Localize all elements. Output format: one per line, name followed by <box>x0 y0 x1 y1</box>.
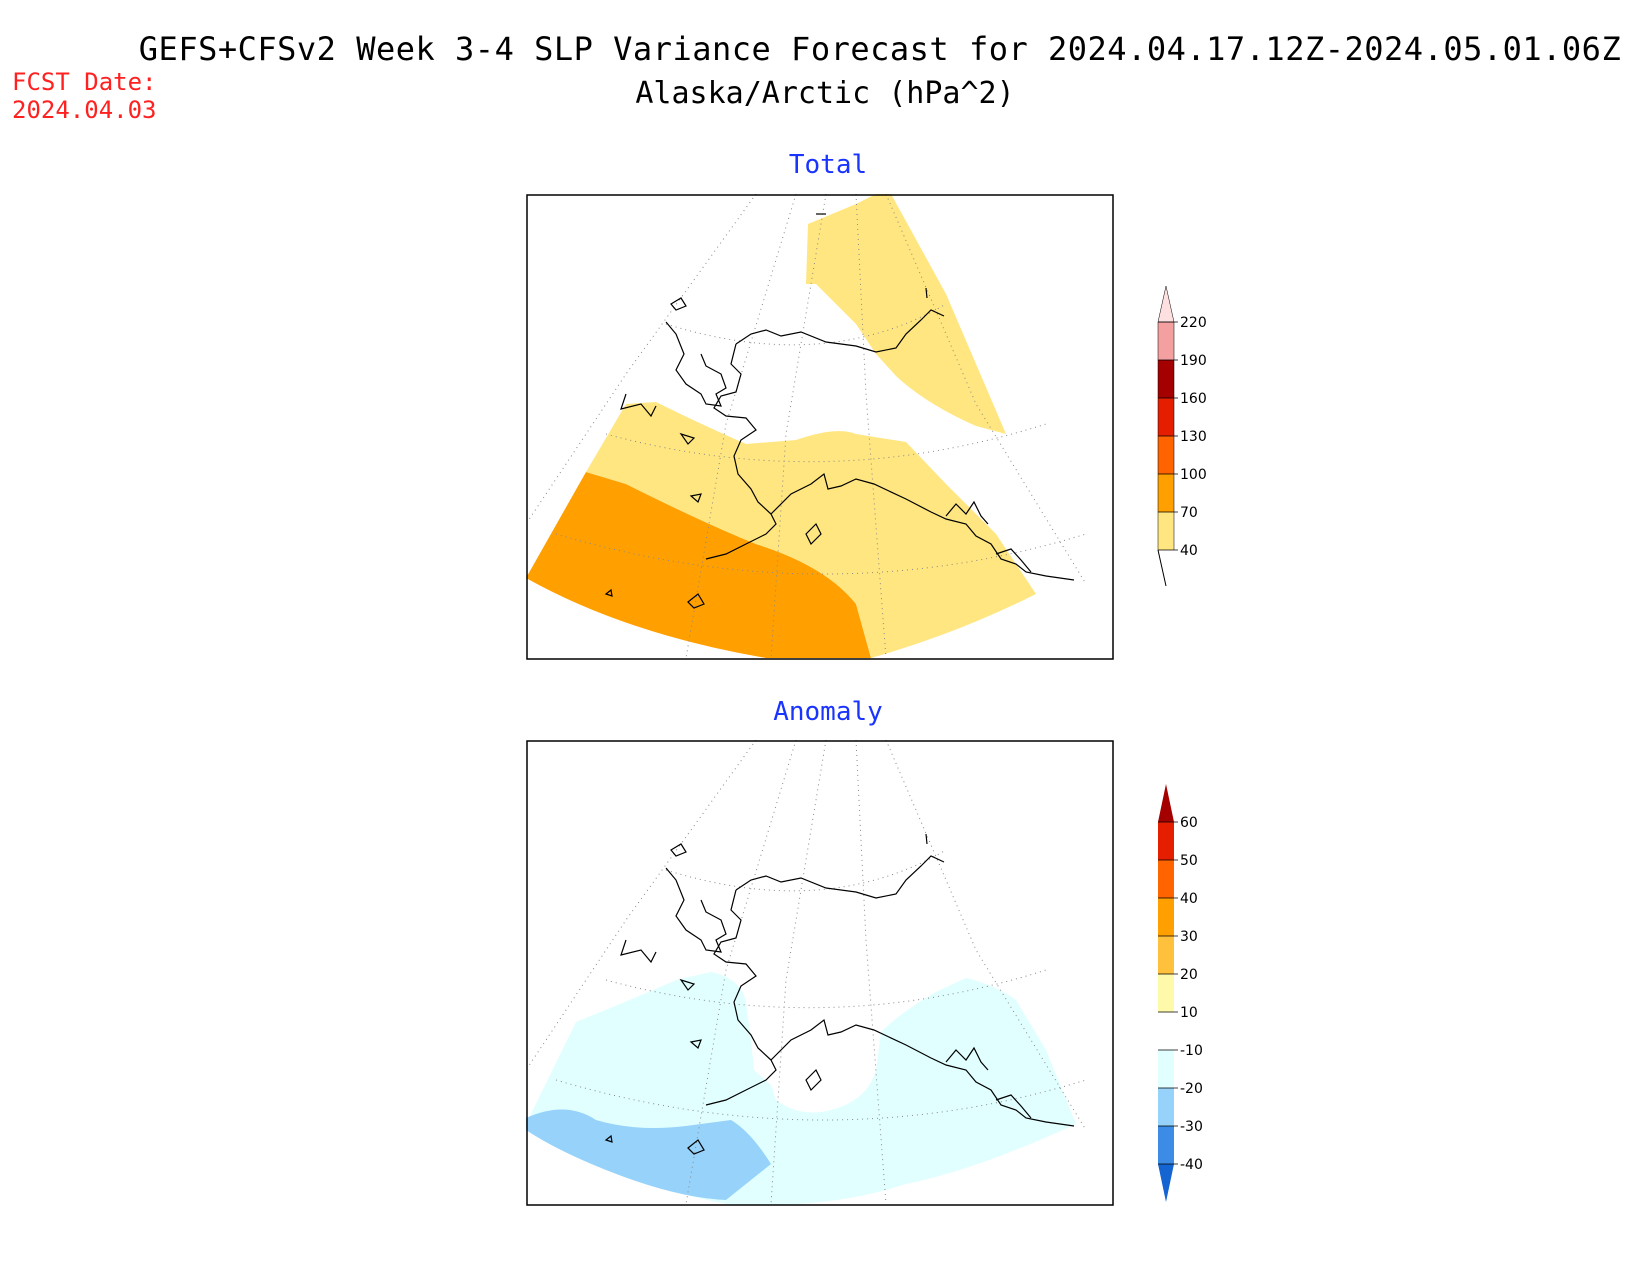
anomaly-panel-title: Anomaly <box>773 697 883 727</box>
anomaly-cbar-segment <box>1158 860 1174 898</box>
total-cbar-top-triangle <box>1157 285 1175 323</box>
anomaly-cbar-label: 30 <box>1180 929 1198 945</box>
total-colorbar: 40 70 100 130 160 190 220 <box>1157 285 1207 587</box>
total-map <box>526 194 1114 660</box>
anomaly-grid <box>526 740 1087 1205</box>
total-cbar-segment <box>1158 512 1174 550</box>
total-cbar-segment <box>1158 322 1174 360</box>
anomaly-cbar-label: -30 <box>1180 1119 1203 1135</box>
main-title: GEFS+CFSv2 Week 3-4 SLP Variance Forecas… <box>138 30 1622 68</box>
total-cbar-label: 70 <box>1180 505 1198 521</box>
fcst-date: 2024.04.03 <box>12 96 157 124</box>
anomaly-shading <box>526 972 1076 1206</box>
anomaly-cbar-label: 60 <box>1180 815 1198 831</box>
total-cbar-label: 100 <box>1180 467 1207 483</box>
total-cbar-bottom-tail <box>1157 549 1167 587</box>
total-panel-title: Total <box>788 150 868 180</box>
anomaly-cbar-label: 50 <box>1180 853 1198 869</box>
anomaly-colorbar: -40 -30 -20 -10 10 20 30 40 50 60 <box>1158 784 1203 1202</box>
total-cbar-label: 220 <box>1180 315 1207 331</box>
total-cbar-segment <box>1158 436 1174 474</box>
fcst-label: FCST Date: <box>12 68 157 96</box>
anomaly-cbar-segment <box>1158 1088 1174 1126</box>
total-coastlines <box>604 213 1075 609</box>
total-cbar-segment <box>1158 398 1174 436</box>
total-cbar-label: 160 <box>1180 391 1207 407</box>
anomaly-cbar-label: 40 <box>1180 891 1198 907</box>
total-cbar-label: 190 <box>1180 353 1207 369</box>
anomaly-cbar-label: 10 <box>1180 1005 1198 1021</box>
anomaly-cbar-segment <box>1158 1126 1174 1164</box>
anomaly-cbar-label: 20 <box>1180 967 1198 983</box>
total-cbar-segment <box>1158 474 1174 512</box>
subtitle: Alaska/Arctic (hPa^2) <box>635 76 1015 111</box>
anomaly-cbar-segment <box>1158 1012 1174 1050</box>
anomaly-cbar-top-triangle <box>1158 784 1174 822</box>
anomaly-cbar-segment <box>1158 974 1174 1012</box>
total-cbar-segment <box>1158 360 1174 398</box>
anomaly-coastlines <box>604 833 1075 1155</box>
total-grid <box>526 194 1087 659</box>
anomaly-cbar-label: -10 <box>1180 1043 1203 1059</box>
anomaly-cbar-bottom-triangle <box>1158 1164 1174 1202</box>
anomaly-cbar-segment <box>1158 898 1174 936</box>
anomaly-cbar-segment <box>1158 936 1174 974</box>
anomaly-cbar-segment <box>1158 1050 1174 1088</box>
anomaly-cbar-segment <box>1158 822 1174 860</box>
total-cbar-label: 40 <box>1180 543 1198 559</box>
anomaly-map <box>526 740 1114 1206</box>
anomaly-cbar-label: -40 <box>1180 1157 1203 1173</box>
total-cbar-label: 130 <box>1180 429 1207 445</box>
anomaly-cbar-label: -20 <box>1180 1081 1203 1097</box>
